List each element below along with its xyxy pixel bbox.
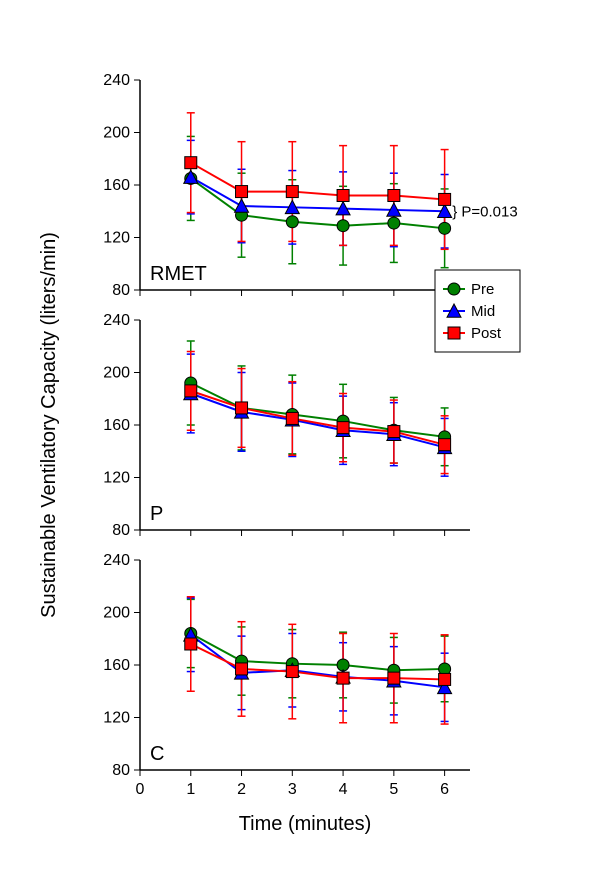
panel-label: C [150,743,164,765]
xtick-label: 5 [389,781,398,798]
ytick-label: 120 [103,230,130,247]
xtick-label: 4 [339,781,348,798]
series-line-pre [191,383,445,437]
p-value-annotation: } P=0.013 [452,203,517,220]
figure-container: Sustainable Ventilatory Capacity (liters… [0,0,600,879]
ytick-label: 200 [103,125,130,142]
series-line-post [191,644,445,679]
ytick-label: 120 [103,710,130,727]
ytick-label: 200 [103,605,130,622]
xtick-label: 6 [440,781,449,798]
ytick-label: 80 [112,282,130,299]
ytick-label: 160 [103,657,130,674]
xtick-label: 3 [288,781,297,798]
legend-label-mid: Mid [471,303,495,320]
ytick-label: 240 [103,72,130,89]
ytick-label: 160 [103,417,130,434]
xtick-label: 1 [186,781,195,798]
legend: Pre Mid Post [435,270,520,352]
panel-RMET: 80 120 160 200 240 RMET } P=0.013 [103,72,517,299]
panel-label: P [150,503,163,525]
legend-label-post: Post [471,325,502,342]
x-axis-label: Time (minutes) [239,813,372,835]
ytick-label: 120 [103,470,130,487]
y-axis-label: Sustainable Ventilatory Capacity (liters… [38,232,60,618]
ytick-label: 80 [112,762,130,779]
ytick-label: 240 [103,552,130,569]
ytick-label: 160 [103,177,130,194]
ytick-label: 200 [103,365,130,382]
series-line-pre [191,178,445,228]
panel-P: 80 120 160 200 240 P [103,312,470,539]
series-line-post [191,163,445,200]
legend-label-pre: Pre [471,281,494,298]
panel-label: RMET [150,263,207,285]
panel-C: 80 120 160 200 240 0 1 2 3 4 5 6 C [103,552,470,798]
chart-svg: Sustainable Ventilatory Capacity (liters… [0,0,600,879]
ytick-label: 80 [112,522,130,539]
ytick-label: 240 [103,312,130,329]
xtick-label: 0 [136,781,145,798]
xtick-label: 2 [237,781,246,798]
series-line-pre [191,634,445,671]
